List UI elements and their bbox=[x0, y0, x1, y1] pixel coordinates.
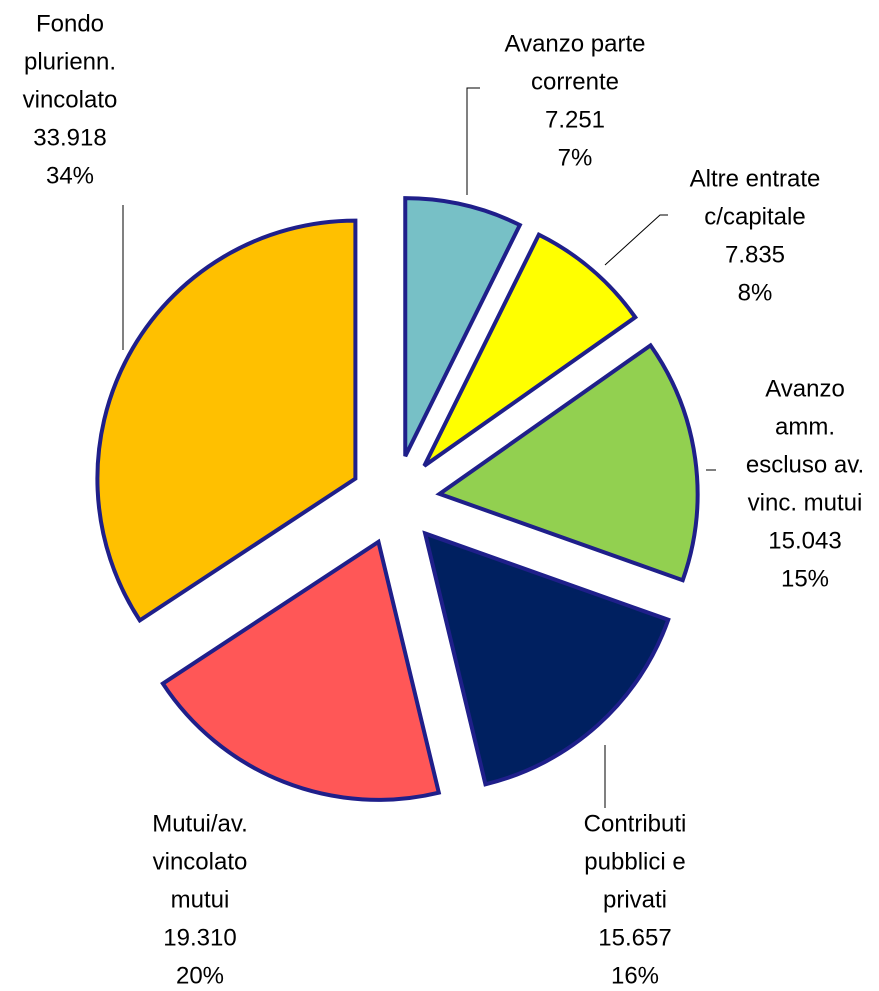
slice-label: mutui bbox=[171, 886, 230, 913]
slice-label: escluso av. bbox=[746, 451, 864, 478]
slice-label: corrente bbox=[531, 68, 619, 95]
slice-label: Avanzo parte bbox=[505, 30, 646, 57]
percent-label: 16% bbox=[611, 962, 659, 989]
leader-line bbox=[604, 214, 668, 266]
slice-label: amm. bbox=[775, 413, 835, 440]
slice-label: pubblici e bbox=[584, 848, 685, 875]
percent-label: 8% bbox=[738, 279, 773, 306]
slice-label: Avanzo bbox=[765, 375, 845, 402]
value-label: 7.251 bbox=[545, 106, 605, 133]
pie-slice bbox=[422, 231, 639, 468]
slice-label: vincolato bbox=[23, 86, 118, 113]
pie-slice bbox=[160, 538, 442, 802]
slice-label: plurienn. bbox=[24, 48, 116, 75]
value-label: 33.918 bbox=[33, 124, 106, 151]
value-label: 7.835 bbox=[725, 241, 785, 268]
slice-label: Mutui/av. bbox=[152, 810, 248, 837]
percent-label: 20% bbox=[176, 962, 224, 989]
value-label: 15.657 bbox=[598, 924, 671, 951]
slice-label: Fondo bbox=[36, 10, 104, 37]
slice-label: vinc. mutui bbox=[748, 489, 863, 516]
percent-label: 15% bbox=[781, 565, 829, 592]
pie-slice bbox=[435, 342, 700, 583]
pie-slice bbox=[403, 196, 523, 458]
slice-label: vincolato bbox=[153, 848, 248, 875]
slice-label: Contributi bbox=[584, 810, 687, 837]
percent-label: 34% bbox=[46, 162, 94, 189]
slice-label: Altre entrate bbox=[690, 165, 821, 192]
pie-slice bbox=[95, 218, 358, 624]
leader-line bbox=[466, 87, 480, 195]
slice-label: c/capitale bbox=[704, 203, 805, 230]
percent-label: 7% bbox=[558, 144, 593, 171]
slice-label: privati bbox=[603, 886, 667, 913]
value-label: 19.310 bbox=[163, 924, 236, 951]
value-label: 15.043 bbox=[768, 527, 841, 554]
pie-slice bbox=[422, 530, 671, 787]
